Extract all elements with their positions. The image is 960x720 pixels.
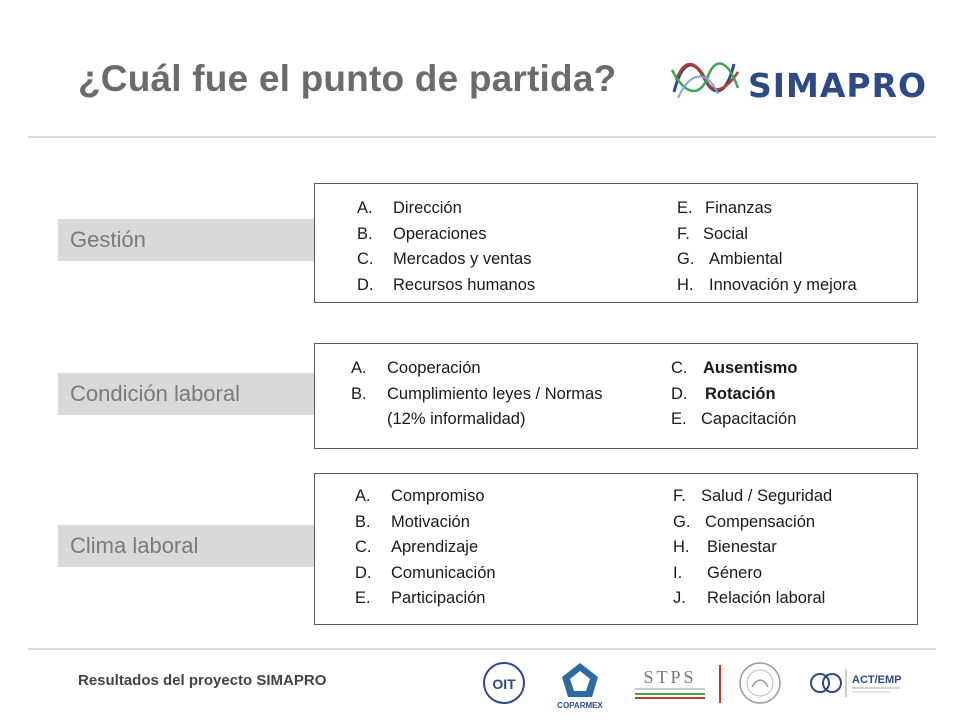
clima-right-list: F. Salud / Seguridad G. Compensación H. Bie…	[673, 484, 833, 612]
coparmex-logo: COPARMEX	[557, 663, 603, 710]
list-item: E. Capacitación	[671, 410, 797, 428]
clima-left-list: A. Compromiso B. Motivación C. Aprendizaje …	[355, 484, 496, 612]
gestion-items-box: A. Dirección B. Operaciones C. Mercados y v…	[314, 183, 918, 303]
list-item: E. Finanzas	[677, 199, 772, 217]
svg-text:OIT: OIT	[492, 676, 516, 692]
svg-text:ACT/EMP: ACT/EMP	[852, 674, 902, 686]
condicion-laboral-items-box: A. Cooperación B. Cumplimiento leyes / Nor…	[314, 343, 918, 449]
partner-logos-strip: OIT COPARMEX STPS ACT/EMP	[483, 662, 902, 710]
list-item: F. Salud / Seguridad	[673, 487, 833, 505]
list-item: B. Motivación	[355, 512, 470, 531]
list-item: E. Participación	[355, 589, 486, 607]
gestion-right-list: E. Finanzas F. Social G. Ambiental H. Innova…	[677, 196, 857, 298]
list-item: J. Relación laboral	[673, 589, 826, 607]
list-item: H. Bienestar	[673, 538, 777, 556]
footer-caption: Resultados del proyecto SIMAPRO	[78, 672, 327, 689]
list-item: C. Aprendizaje	[355, 538, 479, 556]
list-item: C. Ausentismo	[671, 359, 798, 377]
stps-logo: STPS	[635, 665, 721, 703]
top-divider	[28, 136, 936, 138]
list-item: D. Rotación	[671, 384, 776, 403]
svg-text:STPS: STPS	[643, 667, 696, 687]
condicion-right-list: C. Ausentismo D. Rotación E. Capacitación	[671, 356, 798, 433]
gestion-left-list: A. Dirección B. Operaciones C. Mercados y v…	[357, 196, 536, 298]
mexico-seal-logo	[739, 662, 781, 704]
act-emp-logo: ACT/EMP	[810, 669, 902, 697]
list-item: I. Género	[673, 563, 763, 582]
condicion-left-list: A. Cooperación B. Cumplimiento leyes / Nor…	[351, 356, 603, 433]
list-item: F. Social	[677, 224, 748, 243]
list-item: A. Compromiso	[355, 487, 485, 505]
list-item: G. Compensación	[673, 512, 816, 531]
list-item: A. Dirección	[357, 199, 462, 217]
list-item: A. Cooperación	[351, 359, 481, 377]
list-item: B. Operaciones	[357, 224, 487, 243]
simapro-logo-text: SIMAPRO	[748, 66, 928, 105]
svg-text:COPARMEX: COPARMEX	[557, 701, 603, 710]
list-item: G. Ambiental	[677, 250, 783, 268]
category-label-clima-laboral: Clima laboral	[58, 525, 314, 567]
category-label-gestion: Gestión	[58, 219, 314, 261]
list-item: D. Comunicación	[355, 563, 496, 582]
simapro-logo	[670, 62, 740, 99]
page-title: ¿Cuál fue el punto de partida?	[78, 58, 617, 99]
list-item: C. Mercados y ventas	[357, 250, 532, 268]
list-item: D. Recursos humanos	[357, 275, 536, 294]
oit-logo: OIT	[483, 662, 525, 704]
list-item: B. Cumplimiento leyes / Normas	[351, 384, 603, 403]
list-item: H. Innovación y mejora	[677, 275, 857, 294]
bottom-divider	[28, 648, 936, 650]
clima-laboral-items-box: A. Compromiso B. Motivación C. Aprendizaje …	[314, 473, 918, 625]
category-label-condicion-laboral: Condición laboral	[58, 373, 314, 415]
list-item: (12% informalidad)	[387, 410, 526, 428]
